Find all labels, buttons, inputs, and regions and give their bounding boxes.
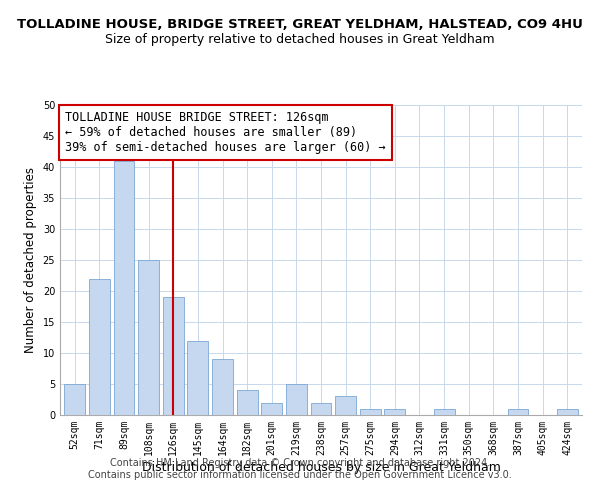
Bar: [557, 409, 578, 415]
Bar: [89, 278, 110, 415]
Bar: [64, 384, 85, 415]
Bar: [360, 409, 381, 415]
Bar: [335, 396, 356, 415]
Text: Size of property relative to detached houses in Great Yeldham: Size of property relative to detached ho…: [105, 32, 495, 46]
Bar: [385, 409, 406, 415]
Text: TOLLADINE HOUSE BRIDGE STREET: 126sqm
← 59% of detached houses are smaller (89)
: TOLLADINE HOUSE BRIDGE STREET: 126sqm ← …: [65, 111, 386, 154]
Text: TOLLADINE HOUSE, BRIDGE STREET, GREAT YELDHAM, HALSTEAD, CO9 4HU: TOLLADINE HOUSE, BRIDGE STREET, GREAT YE…: [17, 18, 583, 30]
Bar: [311, 402, 331, 415]
Bar: [163, 297, 184, 415]
Text: Contains public sector information licensed under the Open Government Licence v3: Contains public sector information licen…: [88, 470, 512, 480]
Bar: [236, 390, 257, 415]
Bar: [138, 260, 159, 415]
X-axis label: Distribution of detached houses by size in Great Yeldham: Distribution of detached houses by size …: [142, 460, 500, 473]
Bar: [434, 409, 455, 415]
Bar: [508, 409, 529, 415]
Text: Contains HM Land Registry data © Crown copyright and database right 2024.: Contains HM Land Registry data © Crown c…: [110, 458, 490, 468]
Y-axis label: Number of detached properties: Number of detached properties: [24, 167, 37, 353]
Bar: [212, 359, 233, 415]
Bar: [261, 402, 282, 415]
Bar: [286, 384, 307, 415]
Bar: [113, 161, 134, 415]
Bar: [187, 340, 208, 415]
